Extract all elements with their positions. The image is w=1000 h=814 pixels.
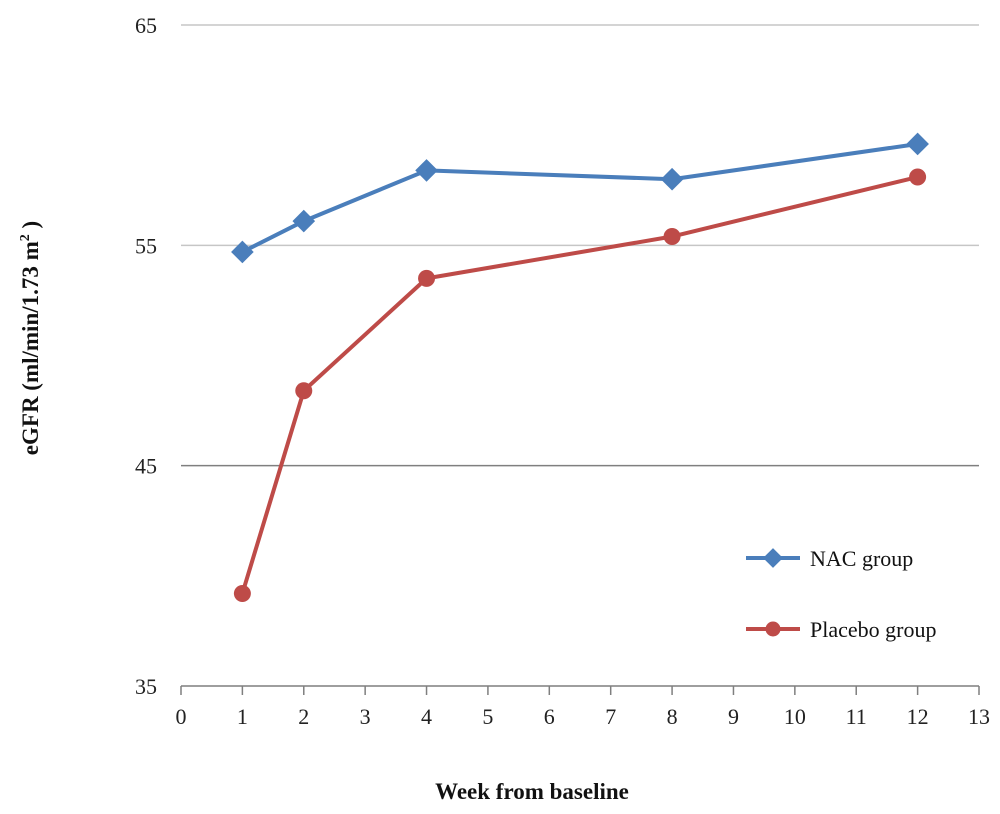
data-point-placebo	[233, 584, 251, 602]
x-tick-label: 8	[667, 704, 678, 729]
x-tick-label: 2	[298, 704, 309, 729]
legend-swatch-marker-placebo	[765, 621, 781, 637]
legend-item-nac: NAC group	[746, 546, 913, 571]
y-axis-title: eGFR (ml/min/1.73 m2 )	[18, 221, 43, 455]
x-tick-label: 10	[784, 704, 806, 729]
y-tick-label: 45	[135, 454, 157, 479]
x-tick-label: 1	[237, 704, 248, 729]
data-point-nac	[415, 159, 438, 182]
y-axis-title-close: )	[18, 221, 43, 234]
series-placebo	[233, 168, 927, 602]
data-point-nac	[660, 167, 684, 191]
x-tick-label: 3	[360, 704, 371, 729]
data-point-placebo	[418, 269, 436, 287]
x-tick-label: 12	[907, 704, 929, 729]
data-point-nac	[292, 209, 316, 233]
x-axis-title: Week from baseline	[435, 779, 629, 804]
y-tick-label: 65	[135, 13, 157, 38]
data-point-placebo	[909, 168, 927, 186]
x-tick-label: 0	[176, 704, 187, 729]
y-tick-label: 35	[135, 674, 157, 699]
data-point-nac	[906, 132, 929, 156]
x-tick-label: 7	[605, 704, 616, 729]
data-point-nac	[231, 240, 254, 264]
data-point-placebo	[663, 228, 681, 246]
y-ticks: 35 45 55 65	[135, 13, 157, 699]
legend-swatch-marker-nac	[763, 548, 783, 568]
gridlines	[181, 24, 979, 467]
y-tick-label: 55	[135, 233, 157, 258]
legend-label-placebo: Placebo group	[810, 617, 936, 642]
series-line-nac	[241, 142, 918, 254]
y-axis-title-main: eGFR (ml/min/1.73 m	[18, 241, 43, 455]
legend: NAC group Placebo group	[746, 546, 936, 642]
x-tick-label: 6	[544, 704, 555, 729]
y-axis-title-superscript: 2	[18, 234, 33, 241]
x-tick-label: 9	[728, 704, 739, 729]
x-tick-label: 4	[421, 704, 432, 729]
data-point-placebo	[295, 382, 313, 400]
x-ticks: 0 1 2 3 4 5 6 7 8 9 10 11 12 13	[176, 686, 990, 729]
legend-label-nac: NAC group	[810, 546, 913, 571]
x-tick-label: 11	[846, 704, 867, 729]
x-tick-label: 13	[968, 704, 990, 729]
legend-item-placebo: Placebo group	[746, 617, 936, 642]
series-group	[231, 132, 929, 602]
x-tick-label: 5	[482, 704, 493, 729]
series-line-placebo	[240, 175, 919, 595]
